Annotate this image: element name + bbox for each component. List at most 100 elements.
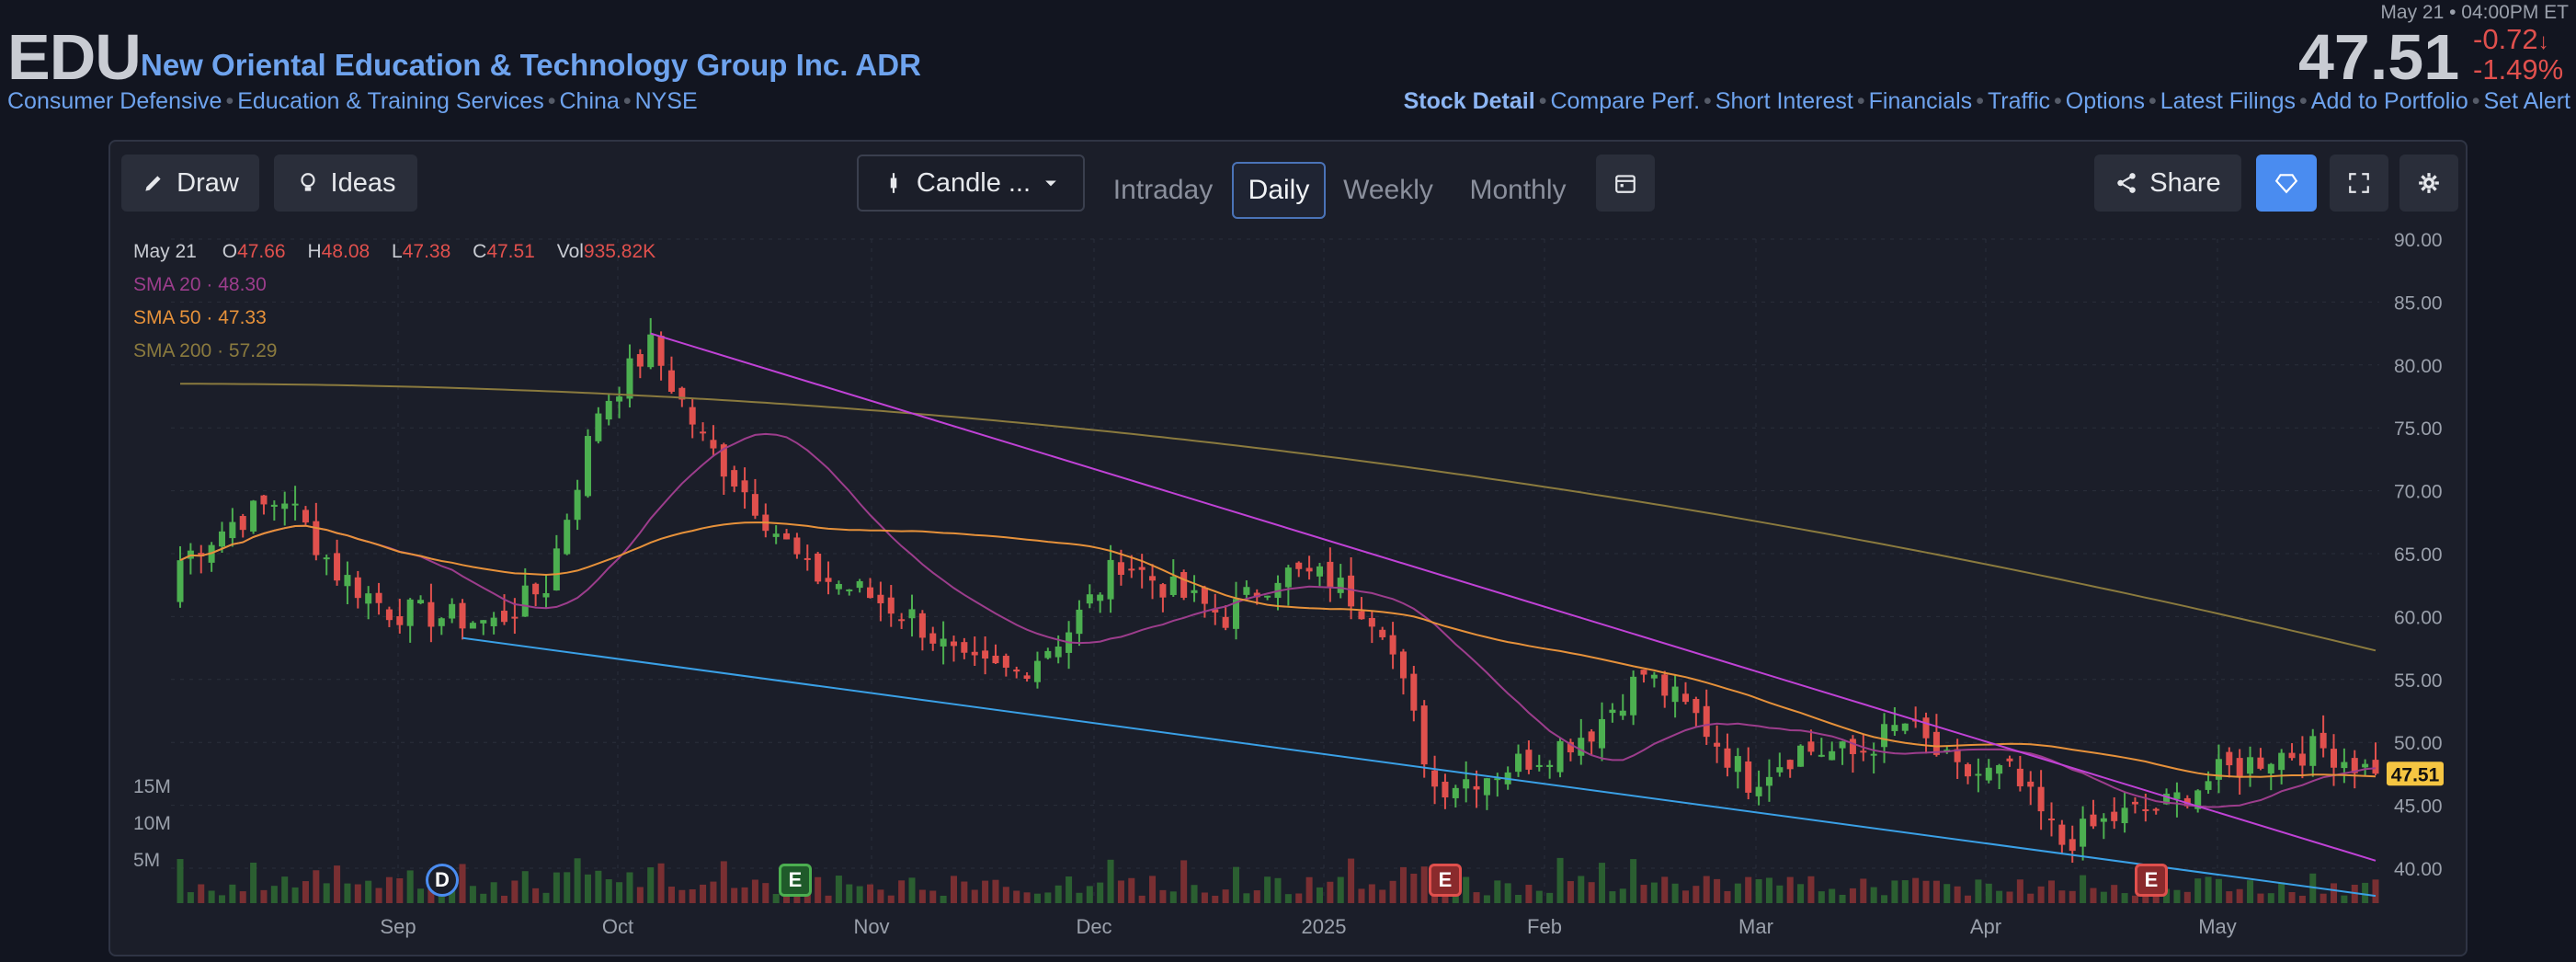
volume-bar xyxy=(1661,876,1669,903)
candle-body xyxy=(2257,757,2264,769)
sector-link[interactable]: Consumer Defensive xyxy=(7,88,222,114)
volume-bar xyxy=(1932,880,1940,903)
expand-icon xyxy=(2349,173,2369,193)
link-short-interest[interactable]: Short Interest xyxy=(1715,88,1853,114)
y-tick-label: 90.00 xyxy=(2394,230,2443,251)
candle-body xyxy=(961,642,968,653)
volume-bar xyxy=(1494,880,1501,903)
candle-body xyxy=(260,495,268,505)
earnings-marker[interactable]: E xyxy=(779,864,812,897)
volume-bar xyxy=(396,877,404,903)
high-label: H xyxy=(307,241,322,262)
candle-body xyxy=(1807,741,1815,752)
candle-body xyxy=(1599,718,1606,749)
exchange-link[interactable]: NYSE xyxy=(634,88,698,114)
candle-body xyxy=(1881,724,1888,748)
dividend-marker[interactable]: D xyxy=(426,864,459,897)
draw-button[interactable]: Draw xyxy=(121,155,259,212)
volume-tick-label: 10M xyxy=(133,813,171,834)
volume-bar xyxy=(1337,876,1344,903)
sma200-legend: SMA 200 · 57.29 xyxy=(133,340,278,361)
country-link[interactable]: China xyxy=(559,88,620,114)
settings-button[interactable] xyxy=(2399,155,2458,212)
candle-body xyxy=(2309,736,2317,766)
volume-bar xyxy=(1159,889,1167,903)
x-tick-label: 2025 xyxy=(1302,915,1347,938)
candle-body xyxy=(2194,790,2202,809)
candle-body xyxy=(867,587,874,599)
volume-bar xyxy=(323,883,330,903)
volume-bar xyxy=(636,887,644,903)
volume-bar xyxy=(1253,890,1260,903)
volume-bar xyxy=(490,882,497,903)
chart-type-select[interactable]: Candle ... xyxy=(857,155,1085,212)
volume-bar xyxy=(1954,886,1961,903)
candle-body xyxy=(982,650,989,659)
earnings-marker[interactable]: E xyxy=(2135,864,2168,897)
candle-body xyxy=(2247,757,2254,774)
tab-daily[interactable]: Daily xyxy=(1232,162,1326,219)
link-latest-filings[interactable]: Latest Filings xyxy=(2160,88,2297,114)
candle-body xyxy=(1724,748,1731,768)
last-price: 47.51 xyxy=(2298,21,2460,93)
candle-body xyxy=(1922,717,1930,739)
volume-bar xyxy=(1578,876,1585,903)
candle-body xyxy=(804,557,811,560)
candle-body xyxy=(2131,801,2138,805)
link-add-to-portfolio[interactable]: Add to Portfolio xyxy=(2310,88,2468,114)
volume-bar xyxy=(1975,879,1982,903)
volume-bar xyxy=(584,874,591,903)
link-traffic[interactable]: Traffic xyxy=(1987,88,2051,114)
volume-bar xyxy=(1912,877,1920,903)
link-stock-detail[interactable]: Stock Detail xyxy=(1403,88,1535,114)
volume-bar xyxy=(2121,893,2128,903)
volume-bar xyxy=(1138,895,1146,903)
volume-bar xyxy=(616,882,623,903)
earnings-marker[interactable]: E xyxy=(1429,864,1462,897)
link-compare-perf[interactable]: Compare Perf. xyxy=(1550,88,1701,114)
company-name[interactable]: New Oriental Education & Technology Grou… xyxy=(141,48,921,82)
candle-body xyxy=(1932,731,1940,755)
candle-body xyxy=(2152,808,2160,811)
volume-bar xyxy=(1525,885,1533,903)
tab-weekly[interactable]: Weekly xyxy=(1343,175,1433,205)
tab-intraday[interactable]: Intraday xyxy=(1112,175,1214,205)
candle-body xyxy=(1515,753,1522,773)
ideas-button[interactable]: Ideas xyxy=(274,155,417,212)
candle-body xyxy=(667,370,675,392)
premium-button[interactable] xyxy=(2256,155,2317,212)
candle-body xyxy=(1389,635,1396,655)
volume-bar xyxy=(1943,884,1951,903)
volume-bar xyxy=(918,889,926,903)
volume-bar xyxy=(2215,878,2222,903)
quote-timestamp: May 21 • 04:00PM ET xyxy=(2380,2,2569,23)
volume-bar xyxy=(595,870,602,903)
volume-bar xyxy=(1870,887,1877,903)
candle-body xyxy=(177,560,184,602)
link-financials[interactable]: Financials xyxy=(1868,88,1973,114)
candle-body xyxy=(1745,761,1752,793)
chart-type-label: Candle ... xyxy=(916,167,1032,198)
candle-body xyxy=(2267,763,2274,774)
candle-body xyxy=(1797,745,1805,767)
volume-bar xyxy=(1703,876,1710,903)
change-value: -0.72 xyxy=(2473,23,2538,55)
tab-monthly[interactable]: Monthly xyxy=(1469,175,1567,205)
volume-bar xyxy=(2341,895,2348,903)
fullscreen-button[interactable] xyxy=(2330,155,2388,212)
candle-body xyxy=(626,358,633,399)
candle-body xyxy=(815,553,822,582)
volume-bar xyxy=(950,876,957,903)
candle-body xyxy=(354,577,361,599)
candle-body xyxy=(574,489,581,521)
share-button[interactable]: Share xyxy=(2094,155,2241,212)
industry-link[interactable]: Education & Training Services xyxy=(237,88,544,114)
link-set-alert[interactable]: Set Alert xyxy=(2483,88,2571,114)
candle-body xyxy=(636,354,644,367)
pencil-icon xyxy=(145,176,161,191)
last-price-tag xyxy=(2387,762,2444,786)
date-range-button[interactable] xyxy=(1596,155,1655,212)
candle-body xyxy=(2100,818,2107,822)
link-options[interactable]: Options xyxy=(2065,88,2145,114)
